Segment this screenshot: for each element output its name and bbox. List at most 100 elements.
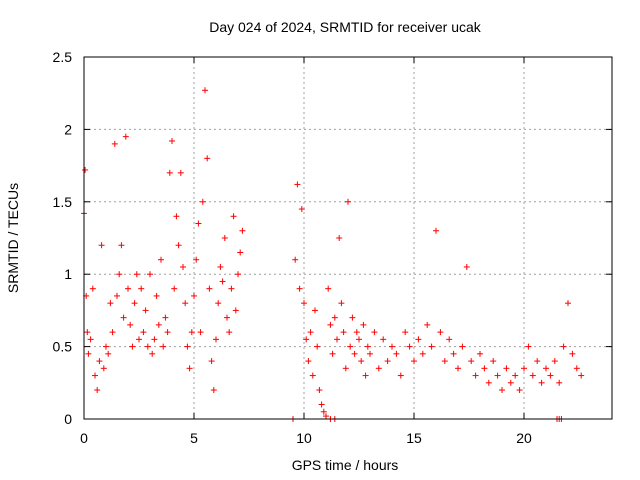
data-point (147, 271, 153, 278)
data-point (419, 350, 426, 357)
data-point (494, 372, 501, 379)
data-point (503, 365, 510, 372)
data-point (111, 140, 118, 147)
data-point (109, 329, 116, 336)
data-point (323, 413, 329, 420)
data-point (529, 372, 536, 379)
x-axis-label: GPS time / hours (292, 457, 399, 473)
data-point (133, 271, 140, 278)
y-tick-label: 0 (64, 411, 72, 427)
data-point (393, 350, 400, 357)
data-point (197, 329, 204, 336)
data-point (149, 350, 156, 357)
data-point (560, 343, 567, 350)
data-point (325, 285, 332, 292)
grid-lines (84, 57, 612, 419)
data-point (177, 169, 184, 176)
data-point (182, 300, 189, 307)
data-point (193, 256, 200, 263)
data-point (85, 350, 92, 357)
data-point (351, 350, 358, 357)
data-point (298, 206, 305, 213)
data-point (164, 329, 171, 336)
data-point (125, 285, 131, 292)
data-point (100, 365, 107, 372)
data-point (213, 336, 219, 343)
data-point (569, 350, 576, 357)
data-point (316, 387, 323, 394)
data-point (237, 249, 244, 256)
data-point (521, 365, 527, 372)
data-point (204, 155, 211, 162)
data-point (219, 278, 226, 285)
data-point (228, 285, 235, 292)
data-point (345, 198, 351, 205)
data-point (171, 285, 178, 292)
data-point (516, 387, 523, 394)
data-point (116, 271, 123, 278)
data-point (356, 336, 362, 343)
data-point (98, 242, 105, 249)
data-point (485, 379, 492, 386)
data-point (329, 350, 336, 357)
data-point (118, 242, 125, 249)
data-point (217, 263, 224, 270)
data-point (360, 321, 367, 328)
data-point (428, 343, 435, 350)
y-tick-label: 2.5 (53, 49, 73, 65)
data-point (578, 372, 585, 379)
y-tick-label: 0.5 (53, 339, 73, 355)
data-point (239, 227, 246, 234)
data-point (129, 343, 136, 350)
data-point (424, 321, 431, 328)
data-point (358, 358, 365, 365)
x-tick-label: 15 (406, 430, 422, 446)
data-point (455, 365, 461, 372)
data-point (195, 220, 202, 227)
data-point (406, 343, 413, 350)
data-point (199, 198, 206, 205)
data-point (463, 263, 470, 270)
data-point (151, 336, 158, 343)
data-point (450, 350, 457, 357)
data-point (314, 343, 321, 350)
data-point (188, 329, 195, 336)
data-point (303, 336, 310, 343)
data-point (375, 365, 382, 372)
data-point (309, 372, 316, 379)
data-point (131, 300, 138, 307)
data-point (162, 314, 169, 321)
data-point (210, 387, 217, 394)
y-tick-label: 1 (64, 266, 72, 282)
plot-frame (83, 56, 613, 420)
data-point (543, 365, 549, 372)
data-point (184, 343, 191, 350)
data-point (94, 387, 101, 394)
data-point (384, 358, 391, 365)
data-point (525, 343, 532, 350)
data-point (312, 307, 318, 314)
data-point (538, 379, 545, 386)
data-point (140, 329, 147, 336)
data-point (507, 379, 514, 386)
data-point (320, 408, 327, 415)
data-point (380, 336, 387, 343)
data-point (353, 329, 360, 336)
data-point (534, 358, 541, 365)
data-point (334, 336, 340, 343)
data-point (232, 307, 239, 314)
data-point (105, 350, 112, 357)
data-point (411, 358, 417, 365)
data-point (490, 358, 497, 365)
data-point (89, 285, 96, 292)
data-point (318, 401, 325, 408)
data-point (186, 365, 193, 372)
data-point (155, 321, 162, 328)
data-point (415, 336, 422, 343)
data-point (437, 329, 444, 336)
data-point (331, 314, 338, 321)
y-axis-label: SRMTID / TECUs (5, 183, 21, 293)
data-point (367, 350, 373, 357)
data-point (459, 343, 466, 350)
data-point (472, 372, 479, 379)
